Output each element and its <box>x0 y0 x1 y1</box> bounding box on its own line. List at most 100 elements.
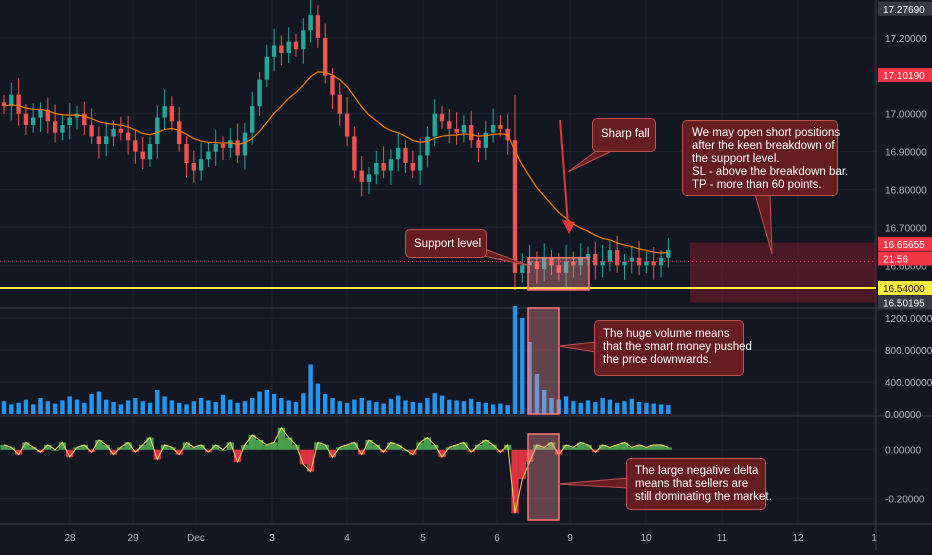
candle-body <box>651 261 656 266</box>
delta-bar <box>7 447 15 450</box>
delta-bar <box>409 449 417 455</box>
price-tick-label: 17.00000 <box>885 110 927 121</box>
time-tick-label: 10 <box>640 533 652 544</box>
volume-bar <box>527 342 532 414</box>
volume-bar <box>38 398 43 414</box>
candle-body <box>323 37 328 76</box>
candle-body <box>206 151 211 160</box>
delta-bar <box>635 444 643 450</box>
annotation-support-level[interactable]: Support level <box>405 229 487 258</box>
volume-bar <box>184 404 189 414</box>
candle-body <box>447 121 452 129</box>
volume-bar <box>45 401 50 414</box>
volume-bar <box>118 404 123 414</box>
annotation-short-positions[interactable]: We may open short positions after the ke… <box>682 120 848 196</box>
volume-bar <box>396 395 401 414</box>
candle-body <box>636 257 642 266</box>
delta-bar <box>109 449 118 455</box>
candle-body <box>38 109 43 118</box>
delta-bar <box>175 449 183 455</box>
candle-body <box>111 128 116 137</box>
time-tick-label: 4 <box>344 533 350 544</box>
delta-bar <box>540 447 548 450</box>
delta-bar <box>577 442 585 450</box>
candle-body <box>622 261 627 266</box>
candle-body <box>337 94 342 114</box>
delta-bar <box>533 444 541 450</box>
volume-bar <box>571 401 576 414</box>
candle-body <box>45 109 50 122</box>
delta-bar <box>328 449 337 458</box>
candle-body <box>571 261 576 266</box>
candle-body <box>498 125 503 129</box>
delta-bar <box>66 449 74 458</box>
delta-bar <box>277 427 286 450</box>
volume-bar <box>89 394 94 414</box>
candle-body <box>286 41 291 54</box>
delta-pane <box>0 426 672 514</box>
candle-body <box>96 136 102 145</box>
price-tick-label: 16.70000 <box>885 223 927 234</box>
candle-body <box>600 261 605 266</box>
volume-bar <box>666 405 671 414</box>
candle-body <box>104 136 109 145</box>
volume-bar <box>593 402 598 414</box>
highlight-delta-box <box>527 433 560 521</box>
delta-bar <box>306 449 315 472</box>
candle-body <box>184 144 189 163</box>
candle-body <box>439 113 445 122</box>
candle-body <box>432 113 437 137</box>
candle-body <box>147 144 153 160</box>
delta-bar <box>518 449 526 480</box>
delta-bar <box>58 442 67 450</box>
candle-body <box>520 265 525 273</box>
delta-bar <box>102 444 110 450</box>
volume-bar <box>483 402 488 414</box>
delta-bar <box>650 444 658 450</box>
volume-bar <box>198 398 204 414</box>
volume-bar <box>520 318 525 414</box>
annotation-delta[interactable]: The large negative delta means that sell… <box>626 458 772 510</box>
price-tag-label: 16.50195 <box>883 298 925 309</box>
time-tick-label: 28 <box>64 533 76 544</box>
volume-bar <box>432 393 437 414</box>
delta-bar <box>387 442 395 450</box>
volume-bar <box>615 402 620 414</box>
price-tick-label: 16.80000 <box>885 186 927 197</box>
delta-bar <box>489 444 497 450</box>
volume-bar <box>67 396 72 414</box>
annotation-volume[interactable]: The huge volume means that the smart mon… <box>594 320 752 376</box>
price-tag-label: 21:56 <box>883 254 908 265</box>
candle-body <box>490 125 496 133</box>
delta-bar <box>270 442 278 450</box>
delta-bar <box>139 444 147 450</box>
candle-body <box>483 132 488 148</box>
volume-bar <box>388 398 394 414</box>
delta-bar <box>474 444 483 450</box>
volume-tick-label: 0.00000 <box>885 410 922 421</box>
delta-bar <box>146 437 154 450</box>
volume-pane <box>1 306 671 414</box>
annotation-sharp-fall[interactable]: Sharp fall <box>592 118 656 152</box>
price-tag <box>878 295 932 310</box>
delta-bar <box>416 442 424 450</box>
volume-bar <box>23 399 29 414</box>
candle-body <box>213 144 218 152</box>
volume-bar <box>607 399 613 414</box>
delta-bar <box>562 444 570 450</box>
volume-bar <box>498 403 503 414</box>
time-tick-label: 11 <box>717 533 728 544</box>
volume-bar <box>191 401 196 414</box>
volume-bar <box>169 400 175 414</box>
volume-bar <box>578 402 583 414</box>
volume-bar <box>476 402 481 414</box>
delta-tick-label: -0.20000 <box>885 495 925 506</box>
volume-bar <box>490 404 496 414</box>
delta-bar <box>445 447 453 450</box>
delta-bar <box>14 449 23 455</box>
delta-bar <box>664 447 672 450</box>
delta-bar <box>452 444 461 450</box>
delta-bar <box>358 449 366 455</box>
delta-bar <box>0 444 8 450</box>
